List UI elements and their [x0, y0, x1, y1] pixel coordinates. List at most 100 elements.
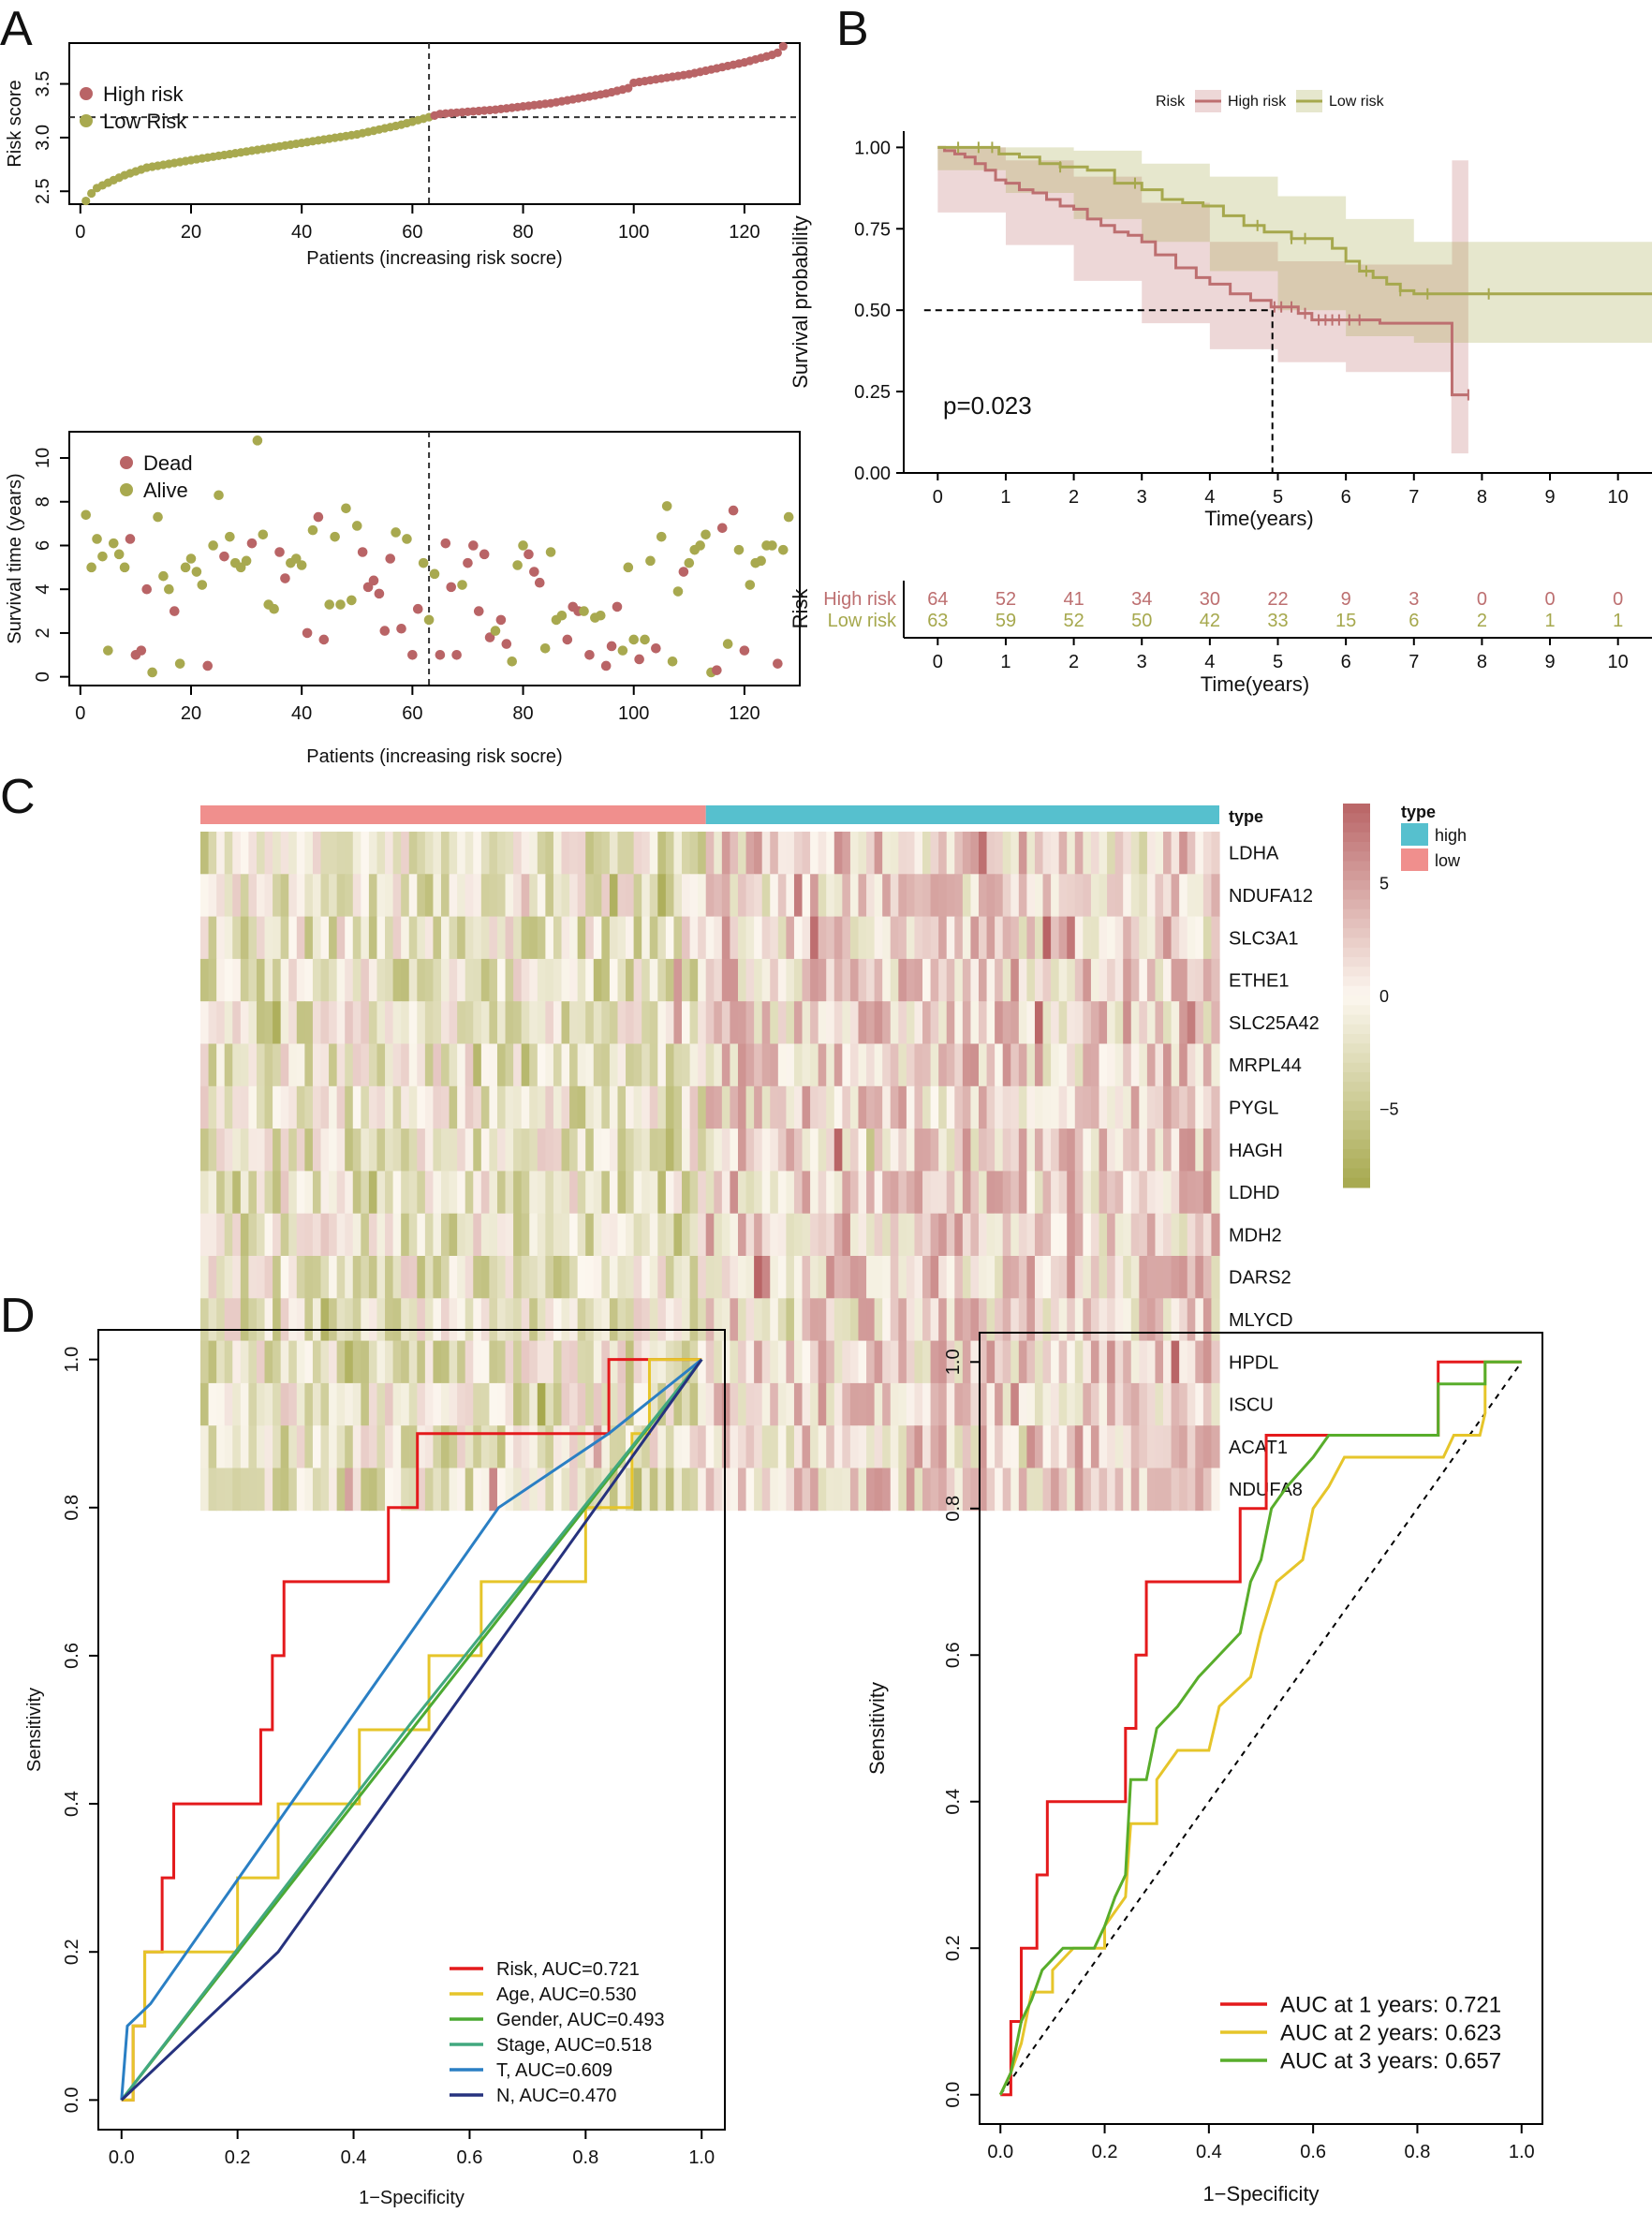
heatmap-cell [585, 1298, 595, 1341]
heatmap-cell [642, 1256, 651, 1299]
heatmap-cell [978, 1382, 988, 1426]
heatmap-cell [689, 1298, 699, 1341]
heatmap-cell [208, 1298, 217, 1341]
heatmap-cell [609, 1382, 619, 1426]
heatmap-cell [1010, 1256, 1020, 1299]
heatmap-cell [489, 1213, 498, 1257]
heatmap-cell [1026, 1085, 1036, 1129]
heatmap-cell [1034, 916, 1044, 960]
heatmap-cell [1018, 916, 1027, 960]
heatmap-cell [1163, 1213, 1173, 1257]
heatmap-cell [1099, 874, 1108, 917]
heatmap-cell [946, 832, 955, 875]
heatmap-cell [665, 1298, 675, 1341]
heatmap-cell [1034, 832, 1044, 875]
heatmap-cell [1067, 1085, 1076, 1129]
heatmap-cell [352, 1468, 361, 1512]
heatmap-cell [1211, 1001, 1220, 1044]
heatmap-cell [730, 874, 739, 917]
x-tick-label: 0.8 [572, 2147, 598, 2168]
heatmap-cell [642, 1425, 651, 1468]
y-tick-label: 1.00 [854, 138, 891, 158]
alive-point [108, 538, 119, 549]
heatmap-cell [1010, 958, 1020, 1002]
heatmap-cell [352, 916, 361, 960]
heatmap-cell [866, 1085, 876, 1129]
heatmap-cell [1211, 1425, 1220, 1468]
heatmap-cell [577, 1425, 586, 1468]
x-tick-label: 80 [512, 703, 533, 724]
heatmap-cell [970, 958, 980, 1002]
heatmap-cell [793, 958, 804, 1002]
gene-label: HAGH [1229, 1141, 1283, 1161]
heatmap-cell [401, 1256, 410, 1299]
alive-point [197, 580, 208, 590]
plot-frame [68, 431, 801, 686]
heatmap-cell [1002, 1171, 1011, 1215]
risk-count: 30 [1200, 589, 1220, 610]
heatmap-cell [296, 1085, 305, 1129]
heatmap-cell [545, 1256, 554, 1299]
heatmap-cell [721, 916, 731, 960]
heatmap-cell [849, 1340, 860, 1384]
heatmap-cell [529, 1256, 538, 1299]
heatmap-cell [938, 1001, 948, 1044]
heatmap-cell [264, 1001, 273, 1044]
heatmap-cell [480, 1129, 491, 1172]
heatmap-cell [433, 1129, 442, 1172]
gene-label: LDHD [1229, 1183, 1279, 1203]
heatmap-cell [401, 1213, 410, 1257]
heatmap-cell [978, 1171, 988, 1215]
heatmap-cell [593, 1425, 602, 1468]
heatmap-cell [264, 958, 273, 1002]
heatmap-cell [496, 958, 507, 1002]
heatmap-cell [962, 1256, 972, 1299]
heatmap-cell [376, 1171, 386, 1215]
heatmap-cell [200, 1340, 210, 1384]
heatmap-cell [1058, 1213, 1068, 1257]
heatmap-cell [1042, 1468, 1052, 1512]
alive-point [119, 562, 130, 573]
heatmap-cell [1058, 958, 1068, 1002]
heatmap-cell [1042, 874, 1052, 917]
heatmap-cell [802, 1129, 811, 1172]
heatmap-cell [296, 1001, 305, 1044]
heatmap-cell [1155, 1171, 1164, 1215]
alive-point [701, 529, 711, 540]
heatmap-cell [673, 1129, 683, 1172]
heatmap-cell [288, 1298, 298, 1341]
x-tick-label: 6 [1341, 487, 1351, 508]
heatmap-cell [826, 1171, 835, 1215]
heatmap-cell [505, 1171, 514, 1215]
heatmap-cell [545, 1468, 554, 1512]
heatmap-cell [553, 1213, 563, 1257]
heatmap-cell [361, 1340, 370, 1384]
heatmap-cell [505, 1129, 514, 1172]
colorbar-step [1343, 1100, 1370, 1112]
heatmap-cell [401, 874, 410, 917]
heatmap-cell [1051, 1340, 1060, 1384]
heatmap-cell [946, 1425, 955, 1468]
heatmap-cell [914, 1468, 923, 1512]
heatmap-cell [224, 1298, 233, 1341]
heatmap-cell [962, 1298, 972, 1341]
heatmap-cell [529, 1043, 538, 1087]
heatmap-cell [849, 1213, 860, 1257]
heatmap-cell [569, 1085, 579, 1129]
alive-point [518, 540, 528, 551]
heatmap-cell [922, 1001, 932, 1044]
heatmap-cell [569, 1425, 579, 1468]
heatmap-cell [1202, 1340, 1213, 1384]
heatmap-cell [376, 1256, 386, 1299]
dead-point [246, 538, 258, 549]
heatmap-cell [962, 916, 972, 960]
alive-point [595, 610, 606, 621]
heatmap-cell [248, 1171, 258, 1215]
legend-label: Risk, AUC=0.721 [496, 1959, 640, 1980]
heatmap-cell [1171, 832, 1180, 875]
heatmap-cell [489, 1298, 498, 1341]
heatmap-cell [312, 1001, 322, 1044]
heatmap-cell [489, 916, 498, 960]
heatmap-cell [240, 1298, 250, 1341]
heatmap-cell [1002, 916, 1011, 960]
